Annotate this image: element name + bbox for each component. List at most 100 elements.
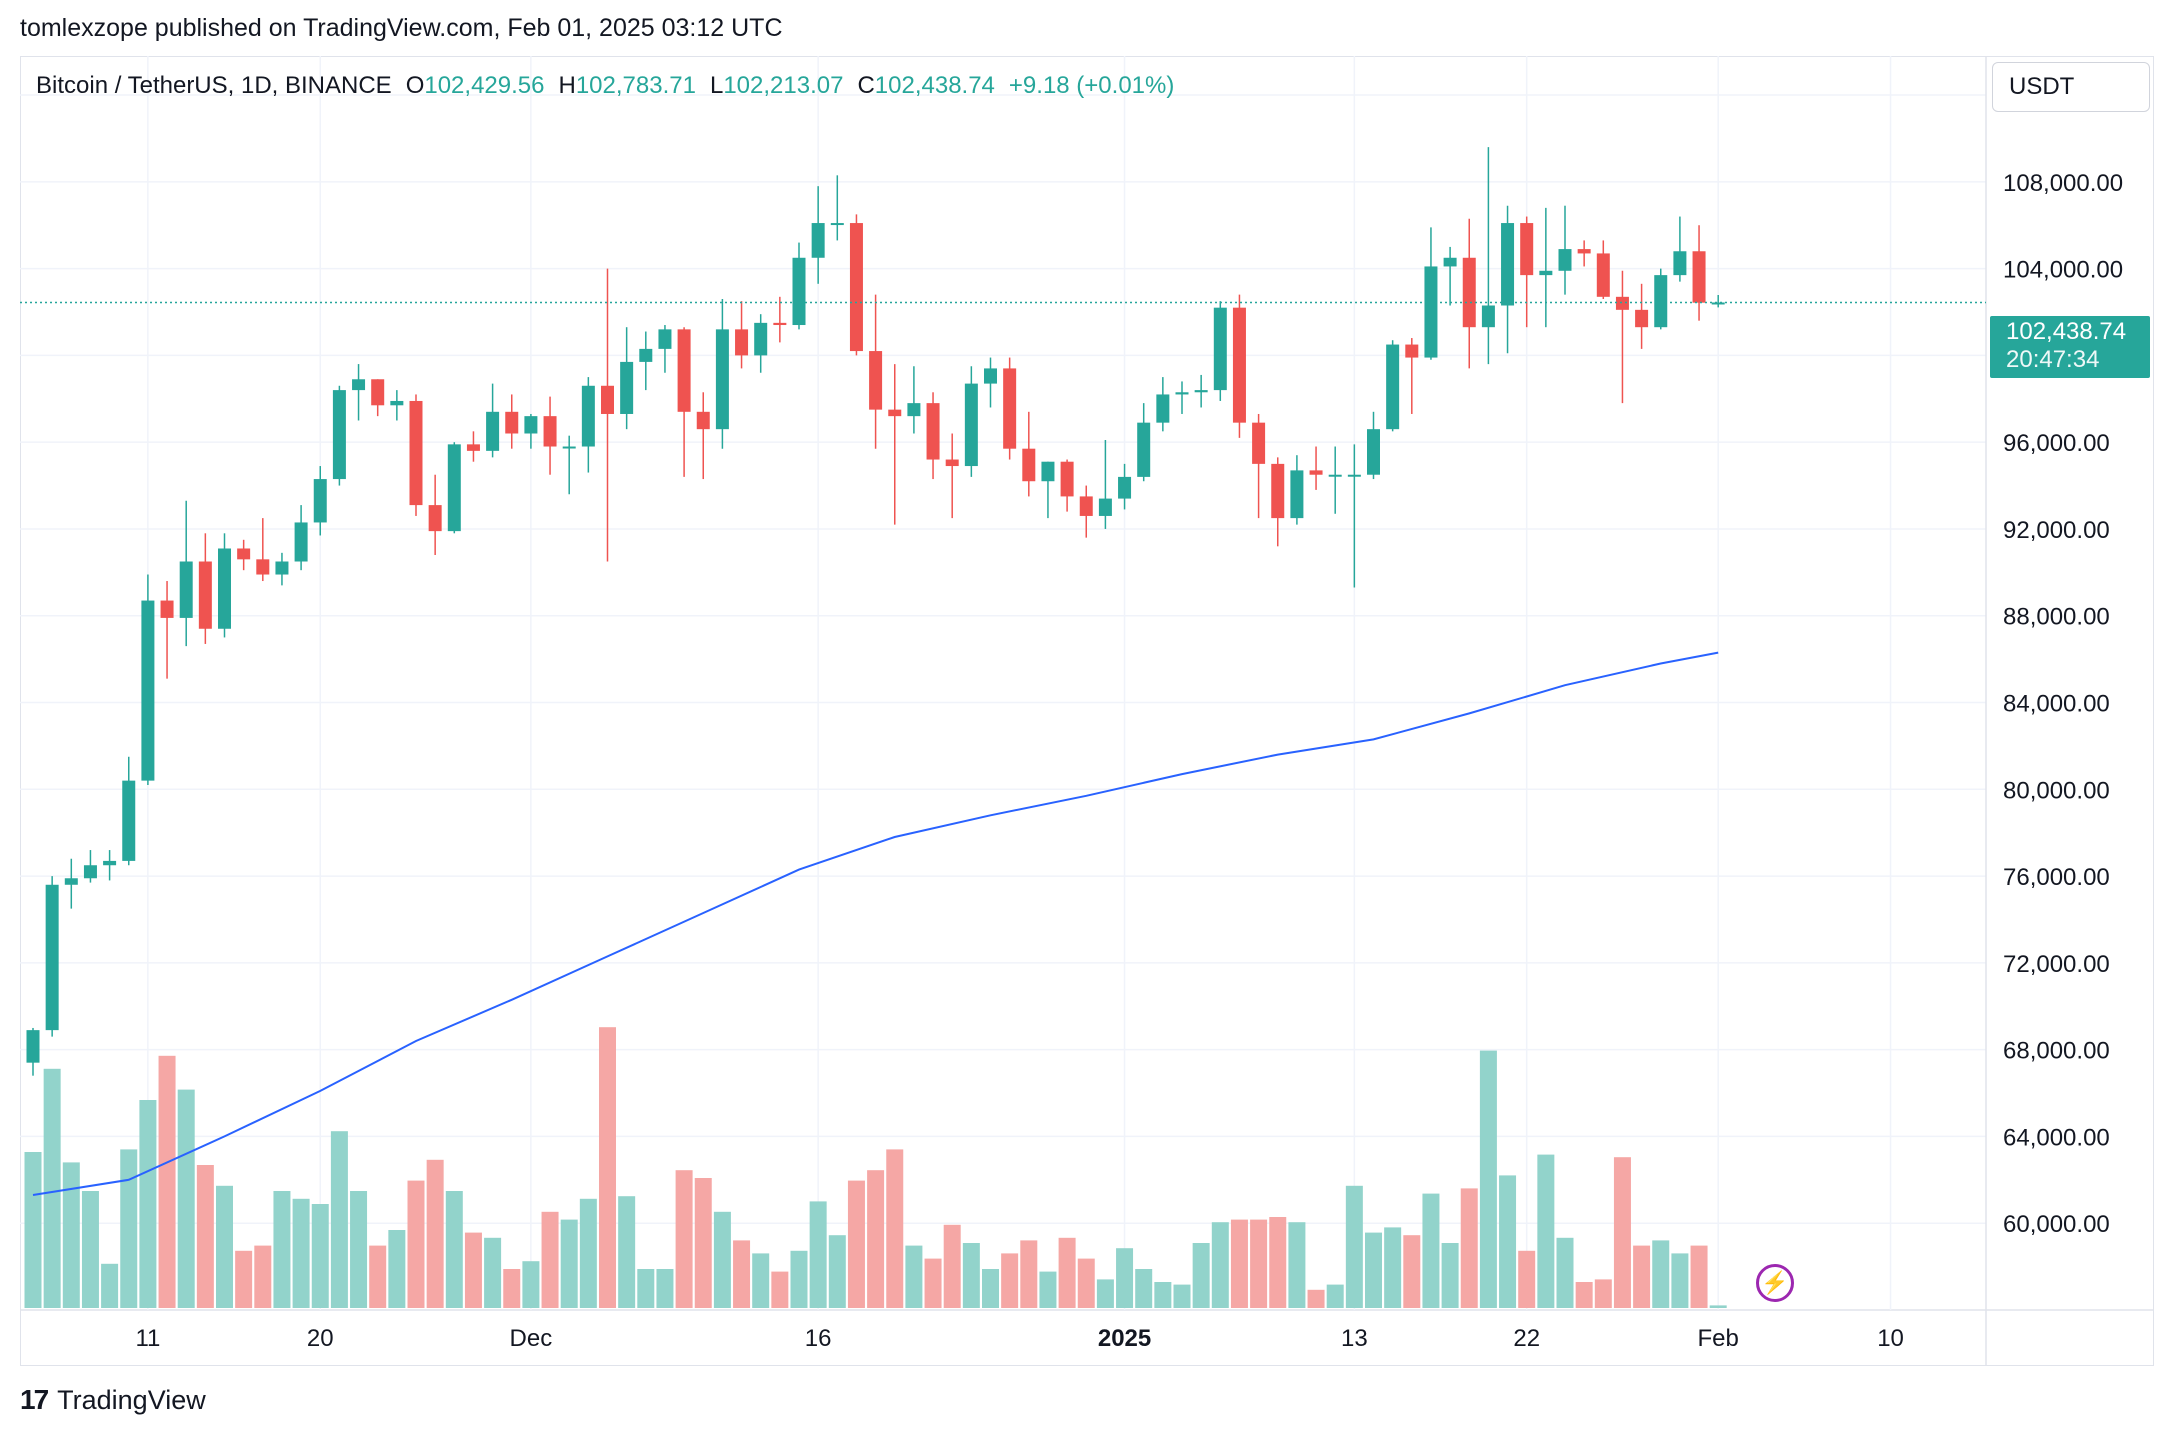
symbol-label[interactable]: Bitcoin / TetherUS, 1D, BINANCE [36,72,392,99]
candle [1481,147,1495,365]
volume-bar [1652,1240,1670,1308]
y-tick-label: 88,000.00 [2003,604,2110,631]
candle [830,175,844,241]
y-tick-label: 84,000.00 [2003,691,2110,718]
candle [1539,207,1553,328]
candle [562,435,576,495]
candle [1577,240,1591,267]
candle-body [964,383,978,467]
volume-bar [1556,1237,1574,1308]
candle-body [332,390,346,480]
candle [888,364,902,525]
candle-body [524,416,538,434]
x-tick-label: 10 [1877,1325,1904,1352]
volume-bar [484,1237,502,1308]
candle-body [620,361,634,414]
brand-name: TradingView [57,1384,206,1415]
candle [505,394,519,449]
volume-bar [560,1219,578,1308]
candle-body [1175,392,1189,395]
candle-body [1558,249,1572,271]
candle-body [543,416,557,447]
volume-bar [1479,1050,1497,1308]
candle [945,433,959,519]
candle [869,294,883,449]
lightning-icon[interactable]: ⚡ [1756,1264,1794,1302]
volume-bar [713,1211,731,1308]
volume-bar [464,1232,482,1308]
volume-bar [1001,1253,1019,1308]
volume-bar [1096,1279,1114,1308]
y-tick-label: 68,000.00 [2003,1038,2110,1065]
volume-bar [1613,1157,1631,1308]
volume-bar [886,1149,904,1308]
volume-bar [1365,1232,1382,1308]
volume-bar [1307,1289,1325,1308]
x-tick-label: 22 [1513,1325,1540,1352]
volume-bar [273,1191,291,1308]
volume-bar [982,1269,999,1308]
bar-countdown: 20:47:34 [2006,346,2100,373]
candle-body [371,379,385,406]
candle-body [792,257,806,326]
candle [1462,218,1476,369]
candle [160,581,174,679]
candle-body [1118,476,1132,499]
candle-body [1654,275,1668,328]
candle-body [849,223,863,352]
candle [352,364,366,421]
volume-bar [1039,1271,1057,1308]
currency-selector[interactable]: USDT [1992,62,2150,112]
tradingview-logo-icon: 17 [20,1384,49,1415]
volume-bar [292,1198,310,1308]
candle-body [581,385,595,447]
candle [179,500,193,647]
candle-body [1137,422,1151,477]
candle [294,505,308,571]
candle-body [256,559,270,575]
candle-body [1673,251,1687,276]
candle [601,268,614,562]
candle-body [64,878,78,885]
x-tick-label: 11 [135,1325,160,1352]
candle-body [122,780,136,861]
candle [1003,357,1017,460]
volume-bar [962,1243,980,1308]
candle [1137,403,1151,482]
high-value: 102,783.71 [575,72,696,99]
candle [543,396,557,475]
candle [1213,301,1227,401]
candle [428,474,442,555]
volume-bar [1441,1243,1459,1308]
candle-body [907,403,921,417]
candle-body [945,459,959,467]
candle-body [1309,470,1323,475]
candle-body [1405,344,1419,358]
candle-body [505,411,519,434]
candle-body [1520,223,1534,276]
candle [1596,240,1610,299]
volume-bar [1135,1269,1153,1308]
volume-bar [235,1250,253,1308]
candle [1654,268,1668,330]
y-tick-label: 60,000.00 [2003,1211,2110,1238]
low-value: 102,213.07 [723,72,844,99]
candle [849,214,863,356]
candle-body [715,329,729,430]
chart-frame[interactable] [20,56,2154,1366]
volume-bar [1575,1282,1593,1308]
candle-body [1501,223,1515,306]
volume-bar [675,1170,693,1308]
tradingview-brand[interactable]: 17 TradingView [20,1384,206,1416]
candle [83,850,97,883]
volume-bar [81,1191,99,1308]
candle [122,756,136,866]
candle [1367,411,1380,480]
volume-bar [216,1185,233,1308]
volume-bar [924,1258,942,1308]
candle-body [1232,307,1246,423]
candle-body [313,479,327,523]
candle-body [1692,251,1706,303]
candle [1041,461,1055,519]
